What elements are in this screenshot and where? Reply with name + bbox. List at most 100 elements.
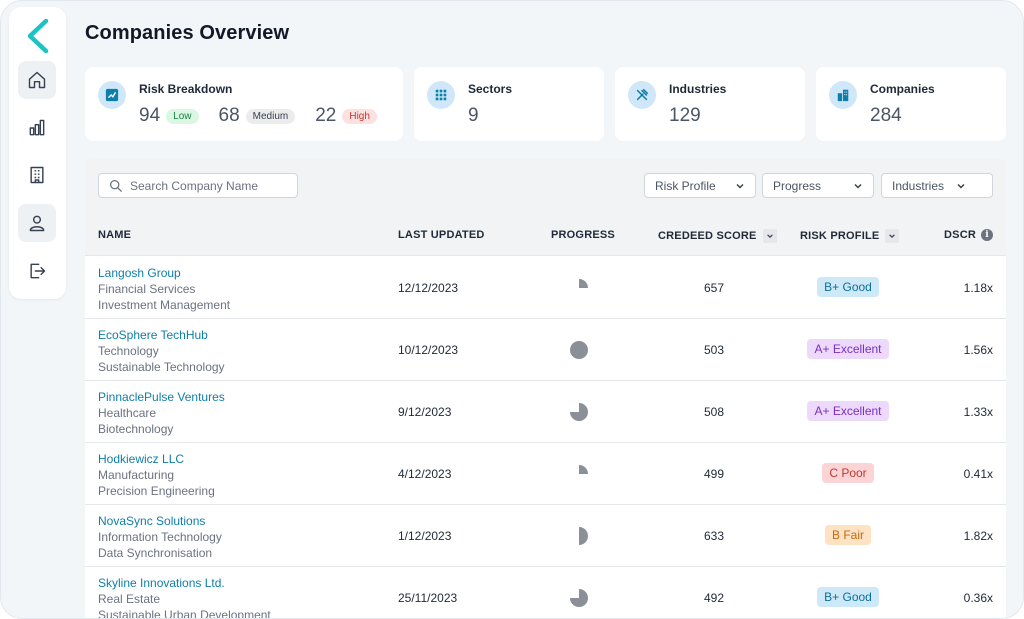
- table-toolbar: Risk Profile Progress Industries: [85, 159, 1006, 214]
- sidebar: [9, 7, 66, 299]
- companies-value: 284: [870, 105, 902, 126]
- column-header-progress-label: PROGRESS: [551, 229, 615, 241]
- search-input[interactable]: [130, 178, 280, 193]
- credeed-score: 492: [703, 591, 725, 605]
- risk-profile-cell: C Poor: [799, 463, 897, 483]
- dscr-value: 1.18x: [963, 281, 993, 295]
- company-sector: Real Estate: [98, 592, 161, 606]
- company-cell: PinnaclePulse Ventures Healthcare Biotechn…: [98, 389, 225, 437]
- table-row[interactable]: NovaSync Solutions Information Technology…: [85, 505, 1006, 567]
- home-icon: [28, 71, 46, 89]
- last-updated-date: 25/11/2023: [398, 591, 458, 605]
- sidebar-item-companies[interactable]: [18, 156, 56, 194]
- progress-filter[interactable]: Progress: [762, 173, 874, 198]
- industries-value: 129: [669, 105, 701, 126]
- risk-medium-count: 68: [218, 105, 240, 126]
- company-cell: EcoSphere TechHub Technology Sustainable T…: [98, 327, 225, 375]
- company-name-link[interactable]: NovaSync Solutions: [98, 514, 206, 528]
- company-name-link[interactable]: Hodkiewicz LLC: [98, 452, 185, 466]
- search-box[interactable]: [98, 173, 298, 198]
- company-sector: Manufacturing: [98, 468, 175, 482]
- table-header: NAME LAST UPDATED PROGRESS CREDEED SCORE…: [85, 214, 1006, 256]
- column-header-dscr: DSCR i: [944, 229, 993, 241]
- risk-profile-badge: B Fair: [824, 525, 871, 545]
- risk-low-badge: Low: [166, 108, 199, 124]
- table-row[interactable]: EcoSphere TechHub Technology Sustainable T…: [85, 319, 1006, 381]
- table-row[interactable]: PinnaclePulse Ventures Healthcare Biotechn…: [85, 381, 1006, 443]
- column-header-risk[interactable]: RISK PROFILE: [800, 229, 900, 243]
- dscr-value: 1.56x: [963, 343, 993, 357]
- column-header-last-updated: LAST UPDATED: [398, 229, 485, 241]
- card-icon-wrap: [427, 81, 455, 109]
- risk-high-count: 22: [315, 105, 337, 126]
- risk-profile-filter-label: Risk Profile: [655, 178, 716, 193]
- info-icon[interactable]: i: [981, 229, 993, 241]
- chevron-down-icon: [957, 183, 965, 189]
- sectors-value: 9: [468, 105, 479, 126]
- dscr-value: 1.82x: [963, 529, 993, 543]
- progress-pie-slice: [579, 465, 588, 474]
- company-name-link[interactable]: Skyline Innovations Ltd.: [98, 576, 225, 590]
- last-updated-date: 12/12/2023: [398, 281, 459, 295]
- risk-profile-cell: B Fair: [799, 525, 897, 545]
- sidebar-item-analytics[interactable]: [18, 109, 56, 147]
- company-industry: Precision Engineering: [98, 484, 215, 498]
- company-sector: Financial Services: [98, 282, 196, 296]
- risk-high-badge: High: [342, 108, 377, 124]
- grid-icon: [435, 89, 447, 101]
- sidebar-item-profile[interactable]: [18, 204, 56, 242]
- chevron-down-icon: [736, 183, 744, 189]
- progress-pie-slice: [570, 589, 588, 607]
- column-header-name: NAME: [98, 229, 131, 241]
- table-row[interactable]: Skyline Innovations Ltd. Real Estate Susta…: [85, 567, 1006, 618]
- sort-chevron-icon[interactable]: [762, 229, 777, 243]
- search-icon: [109, 179, 122, 192]
- risk-profile-badge: A+ Excellent: [807, 401, 889, 421]
- company-industry: Sustainable Technology: [98, 360, 225, 374]
- progress-pie-slice: [579, 279, 588, 288]
- progress-pie-slice: [570, 341, 588, 359]
- company-name-link[interactable]: EcoSphere TechHub: [98, 328, 208, 342]
- company-name-link[interactable]: Langosh Group: [98, 266, 181, 280]
- sort-chevron-icon[interactable]: [885, 229, 900, 243]
- dscr-value: 1.33x: [963, 405, 993, 419]
- credeed-score: 657: [703, 281, 725, 295]
- sectors-card: Sectors 9: [414, 67, 604, 141]
- logo-icon: [27, 19, 49, 53]
- bar-chart-icon: [29, 119, 45, 136]
- table-row[interactable]: Langosh Group Financial Services Investmen…: [85, 257, 1006, 319]
- card-icon-wrap: [628, 81, 656, 109]
- risk-profile-cell: B+ Good: [799, 277, 897, 297]
- risk-breakdown-values: 94 Low 68 Medium 22 High: [139, 105, 377, 127]
- company-sector: Information Technology: [98, 530, 222, 544]
- column-header-progress: PROGRESS: [551, 229, 615, 241]
- risk-profile-badge: B+ Good: [817, 587, 879, 607]
- company-name-link[interactable]: PinnaclePulse Ventures: [98, 390, 225, 404]
- risk-profile-cell: A+ Excellent: [799, 339, 897, 359]
- building-icon: [30, 166, 44, 184]
- page-title: Companies Overview: [85, 22, 290, 44]
- column-header-score[interactable]: CREDEED SCORE: [658, 229, 777, 243]
- dscr-value: 0.41x: [963, 467, 993, 481]
- progress-pie-icon: [570, 403, 588, 421]
- industries-card: Industries 129: [615, 67, 805, 141]
- industries-filter[interactable]: Industries: [881, 173, 993, 198]
- company-sector: Healthcare: [98, 406, 157, 420]
- risk-low-count: 94: [139, 105, 161, 126]
- risk-profile-filter[interactable]: Risk Profile: [644, 173, 756, 198]
- column-header-risk-label: RISK PROFILE: [800, 230, 880, 242]
- risk-profile-badge: B+ Good: [817, 277, 879, 297]
- table-row[interactable]: Hodkiewicz LLC Manufacturing Precision Eng…: [85, 443, 1006, 505]
- sectors-label: Sectors: [468, 82, 513, 96]
- company-sector: Technology: [98, 344, 159, 358]
- companies-card: Companies 284: [816, 67, 1006, 141]
- progress-pie-icon: [570, 341, 588, 359]
- sidebar-item-logout[interactable]: [18, 252, 56, 290]
- progress-pie-slice: [570, 403, 588, 421]
- trend-chart-icon: [105, 88, 119, 102]
- industries-label: Industries: [669, 82, 727, 96]
- chevron-down-icon: [854, 183, 862, 189]
- card-icon-wrap: [98, 81, 126, 109]
- sidebar-item-home[interactable]: [18, 61, 56, 99]
